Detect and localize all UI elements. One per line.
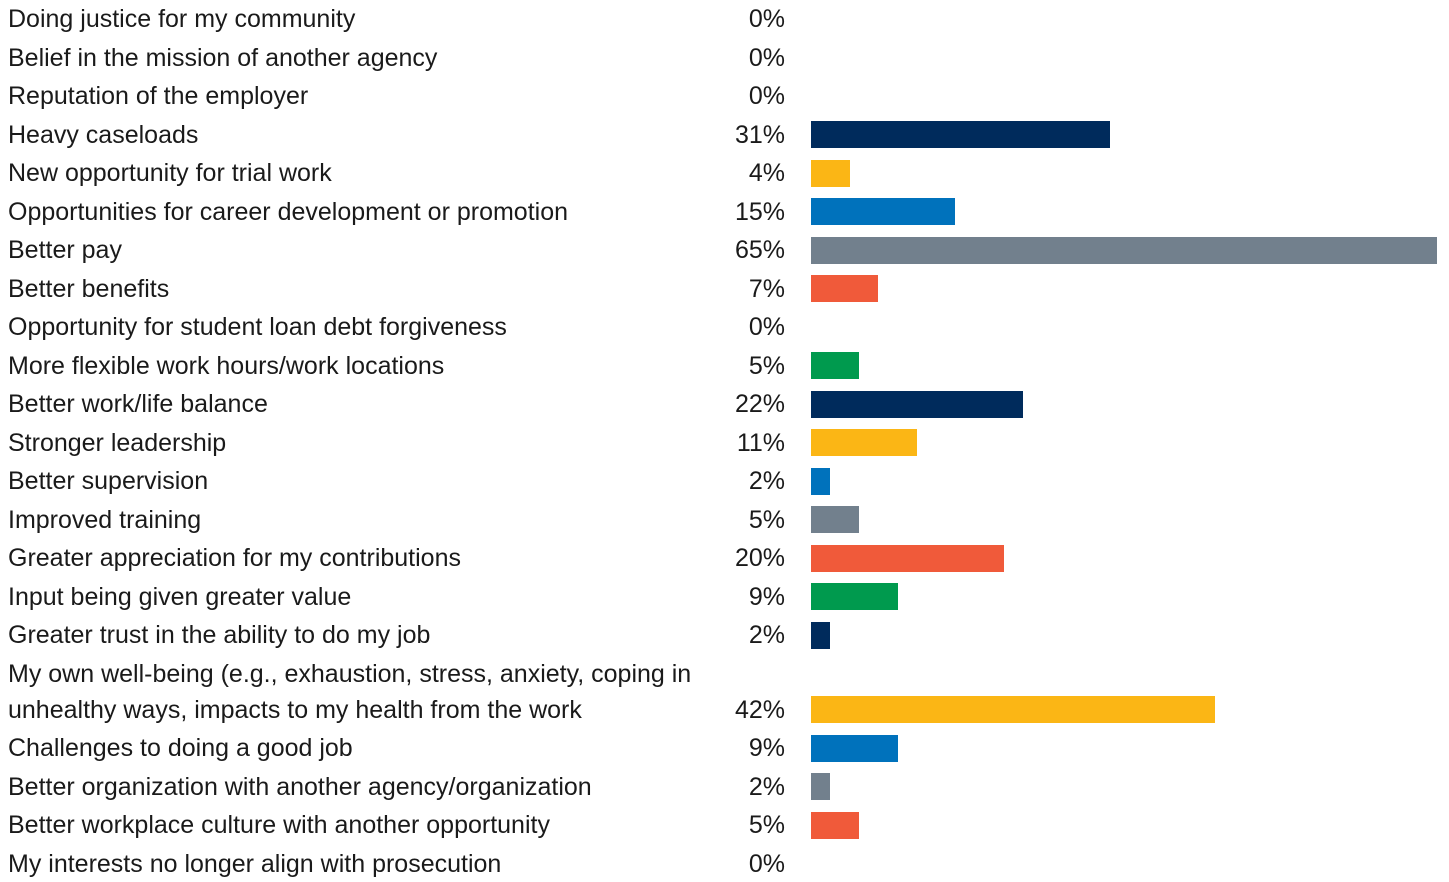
value-label: 7%: [748, 274, 785, 303]
value-label: 4%: [748, 159, 785, 187]
value-label: 2%: [748, 621, 785, 649]
category-label: More flexible work hours/work locations: [8, 351, 445, 380]
bar: [811, 506, 860, 533]
category-label: Opportunities for career development or …: [8, 197, 569, 226]
bar: [811, 121, 1110, 148]
value-label: 2%: [748, 467, 785, 495]
value-label: 9%: [748, 582, 785, 611]
category-label: Better organization with another agency/…: [8, 772, 592, 801]
category-label: Doing justice for my community: [8, 5, 356, 33]
category-label: My interests no longer align with prosec…: [8, 849, 502, 878]
category-label: Belief in the mission of another agency: [8, 43, 438, 72]
value-label: 0%: [748, 43, 785, 72]
value-label: 0%: [748, 5, 785, 33]
category-label: Opportunity for student loan debt forgiv…: [8, 313, 507, 341]
category-label: Better workplace culture with another op…: [8, 811, 550, 839]
value-label: 0%: [748, 313, 785, 341]
category-label: Better pay: [8, 236, 122, 264]
category-label: Greater appreciation for my contribution…: [8, 544, 461, 572]
category-label: Stronger leadership: [8, 428, 227, 457]
bar: [811, 811, 860, 839]
value-label: 15%: [734, 197, 785, 226]
bar: [811, 236, 1437, 264]
bar: [811, 198, 956, 225]
bar: [811, 734, 898, 762]
bar: [811, 544, 1004, 572]
category-label: Improved training: [8, 505, 202, 534]
bar: [811, 696, 1216, 723]
category-label: My own well-being (e.g., exhaustion, str…: [8, 659, 692, 724]
category-label: New opportunity for trial work: [8, 159, 332, 187]
value-label: 22%: [734, 390, 785, 418]
value-label: 5%: [748, 351, 785, 380]
value-label: 31%: [734, 120, 785, 149]
category-label: Heavy caseloads: [8, 120, 199, 149]
category-label: Reputation of the employer: [8, 82, 309, 110]
value-label: 65%: [734, 236, 785, 264]
category-label: Better supervision: [8, 467, 209, 495]
bar: [811, 583, 898, 610]
category-label: Better work/life balance: [8, 390, 268, 418]
bar: [811, 467, 831, 495]
bar: [811, 159, 850, 187]
bar: [811, 352, 860, 379]
value-label: 9%: [748, 734, 785, 762]
bar: [811, 429, 917, 456]
value-label: 0%: [748, 82, 785, 110]
category-label: Greater trust in the ability to do my jo…: [8, 621, 431, 649]
value-label: 0%: [748, 849, 785, 878]
bar: [811, 275, 879, 302]
bar: [811, 773, 831, 800]
value-label: 11%: [736, 428, 785, 457]
value-label: 42%: [734, 695, 785, 724]
value-label: 5%: [748, 505, 785, 534]
category-label: Input being given greater value: [8, 582, 352, 611]
value-label: 20%: [734, 544, 785, 572]
category-label: Challenges to doing a good job: [8, 734, 353, 762]
bar: [811, 621, 831, 649]
category-label: Better benefits: [8, 274, 170, 303]
value-label: 2%: [748, 772, 785, 801]
bar: [811, 390, 1023, 418]
value-label: 5%: [748, 811, 785, 839]
